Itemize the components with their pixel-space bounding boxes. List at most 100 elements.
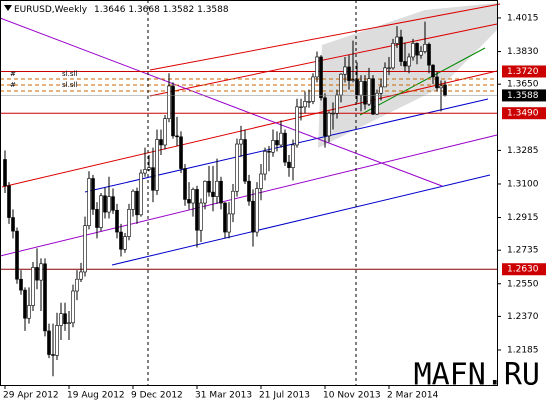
candle-body [111,196,115,211]
candle-body [79,271,83,280]
candle-body [367,78,371,105]
candle-body [227,213,231,233]
candle-body [35,267,39,281]
candle-body [375,92,379,115]
candle-body [207,180,211,193]
candle-body [83,225,87,273]
header-close: 1.3588 [197,5,229,15]
level-label: 1.3720 [507,67,539,77]
x-tick-label: 10 Nov 2013 [323,391,381,401]
candle-body [303,101,307,108]
candle-body [87,178,91,227]
candle-body [399,36,403,62]
candle-body [247,180,251,202]
candle-body [139,172,143,216]
y-tick-label: 1.2185 [507,345,539,355]
y-tick-label: 1.2370 [507,312,539,322]
trend-line [1,70,498,188]
candle-body [359,81,363,96]
candle-body [175,135,179,138]
candle-body [407,56,411,67]
annotation: # [10,81,16,89]
header-icon [4,5,12,11]
candle-body [131,190,135,210]
candle-body [235,143,239,192]
candle-body [411,43,415,58]
trend-line [359,47,486,116]
candle-body [195,189,199,231]
x-tick-label: 21 Jul 2013 [259,391,310,401]
candle-body [435,76,439,89]
candle-body [387,67,391,69]
annotation: # [10,70,16,78]
header-low: 1.3582 [163,5,195,15]
fan-shade [318,3,497,148]
candle-body [439,85,443,89]
candle-body [351,79,355,81]
candle-body [143,169,147,174]
candle-body [199,202,203,231]
candle-body [115,209,119,233]
candle-body [391,43,395,69]
annotation: sl.sll [62,81,77,89]
candle-body [171,85,175,137]
header-open: 1.3646 [94,5,126,15]
level-box [502,263,546,276]
chart-header: EURUSD,Weekly 1.3646 1.3668 1.3582 1.358… [14,5,229,15]
candle-body [339,73,343,96]
candle-body [371,78,375,115]
level-box [502,65,546,78]
candle-body [47,330,51,355]
candle-body [319,56,323,99]
level-label: 1.2630 [507,265,539,275]
trend-line [0,17,443,187]
candle-body [147,167,151,170]
candle-body [187,199,191,204]
candle-body [99,195,103,228]
y-tick-label: 1.2735 [507,246,539,256]
candle-body [299,106,303,108]
candle-body [383,67,387,88]
candle-body [347,66,351,81]
candle-body [415,43,419,56]
candle-body [71,290,75,324]
candle-body [395,36,399,44]
y-tick-label: 1.3830 [507,47,539,57]
x-tick-label: 9 Dec 2012 [131,391,183,401]
candle-body [419,51,423,56]
candle-body [179,136,183,169]
level-box [502,107,546,120]
candle-body [403,61,407,67]
candle-body [211,191,215,197]
candle-body [15,230,19,280]
candle-body [327,112,331,137]
candle-body [423,43,427,52]
candle-body [291,144,295,168]
y-tick-label: 1.4015 [507,13,539,23]
candle-body [215,180,219,197]
candle-body [95,209,99,228]
candle-body [123,236,127,250]
candle-body [23,289,27,319]
x-tick-label: 31 Mar 2013 [195,391,252,401]
watermark: MAFN.RU [414,358,540,393]
candle-body [155,139,159,191]
candle-body [191,189,195,204]
candle-body [427,43,431,66]
candle-body [39,263,43,281]
symbol: EURUSD,Weekly [14,5,88,15]
x-tick-label: 2 Mar 2014 [387,391,439,401]
candle-body [3,159,7,187]
header-high: 1.3668 [128,5,160,15]
trend-lines [0,0,501,385]
candle-body [7,185,11,218]
candle-body [295,106,299,146]
candle-body [251,200,255,233]
annotation: sl.sll [62,70,77,78]
y-tick-label: 1.2550 [507,279,539,289]
candle-body [51,354,55,356]
candle-body [19,278,23,291]
candle-body [127,209,131,237]
candle-body [183,168,187,200]
